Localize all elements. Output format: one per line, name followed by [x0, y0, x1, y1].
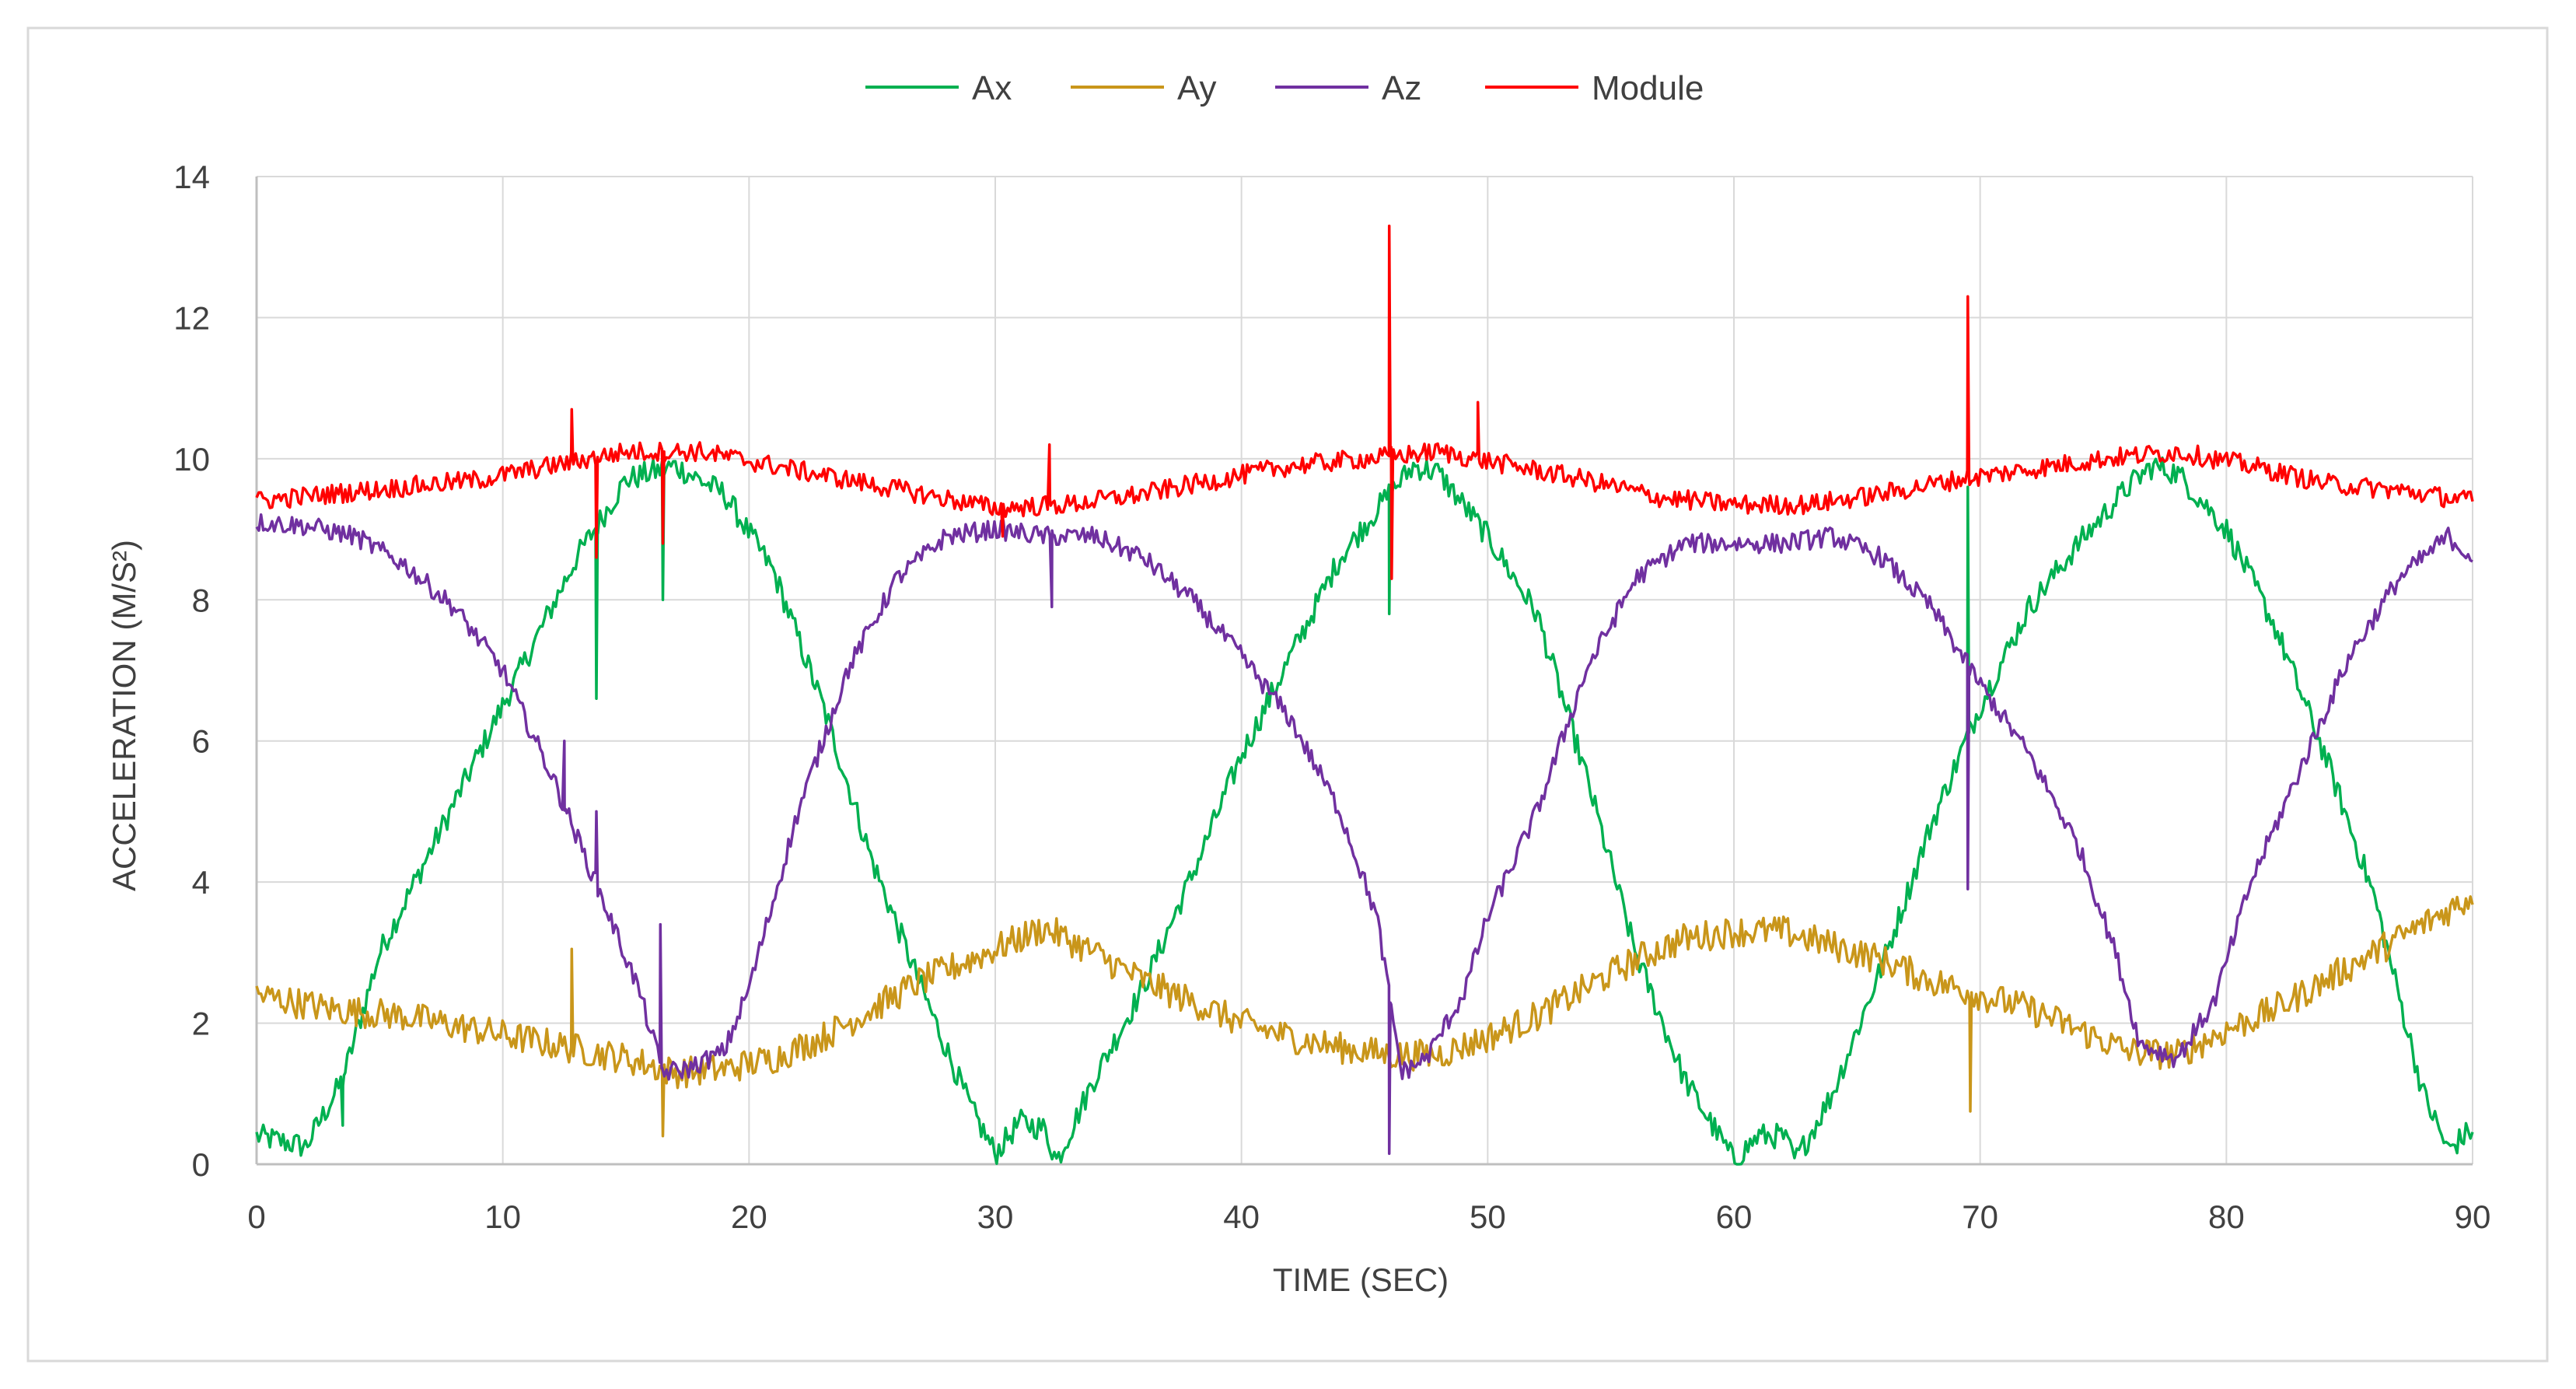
- x-tick-label: 20: [731, 1198, 767, 1235]
- y-tick-label: 6: [192, 723, 210, 760]
- series-line-ax: [255, 456, 2474, 1166]
- x-tick-label: 30: [977, 1198, 1014, 1235]
- chart-frame: [26, 26, 2549, 1363]
- legend: Ax Ay Az Module: [865, 69, 1704, 107]
- x-axis-title: TIME (SEC): [1273, 1261, 1449, 1298]
- x-tick-label: 70: [1962, 1198, 1998, 1235]
- series-lines: [255, 224, 2474, 1166]
- y-tick-label: 14: [173, 159, 210, 195]
- y-tick-label: 8: [192, 582, 210, 618]
- series-line-az: [255, 513, 2473, 1156]
- legend-label-module: Module: [1592, 69, 1704, 107]
- y-tick-label: 10: [173, 441, 210, 478]
- y-axis-title: ACCELERATION (M/S²): [106, 540, 142, 891]
- x-tick-label: 10: [484, 1198, 521, 1235]
- y-tick-label: 2: [192, 1006, 210, 1042]
- y-tick-label: 12: [173, 299, 210, 336]
- y-tick-labels: 0 2 4 6 8 10 12 14: [173, 159, 210, 1183]
- legend-label-az: Az: [1382, 69, 1421, 107]
- legend-label-ay: Ay: [1177, 69, 1217, 107]
- y-tick-label: 4: [192, 864, 210, 901]
- axes: [255, 177, 2473, 1166]
- x-tick-label: 90: [2455, 1198, 2491, 1235]
- x-tick-label: 80: [2208, 1198, 2245, 1235]
- series-line-module: [255, 224, 2474, 580]
- x-tick-label: 50: [1470, 1198, 1506, 1235]
- legend-label-ax: Ax: [972, 69, 1012, 107]
- y-tick-label: 0: [192, 1146, 210, 1183]
- x-tick-label: 60: [1716, 1198, 1753, 1235]
- x-tick-labels: 0 10 20 30 40 50 60 70 80 90: [247, 1198, 2490, 1235]
- x-tick-label: 40: [1223, 1198, 1260, 1235]
- series-line-ay: [255, 895, 2474, 1138]
- x-tick-label: 0: [247, 1198, 265, 1235]
